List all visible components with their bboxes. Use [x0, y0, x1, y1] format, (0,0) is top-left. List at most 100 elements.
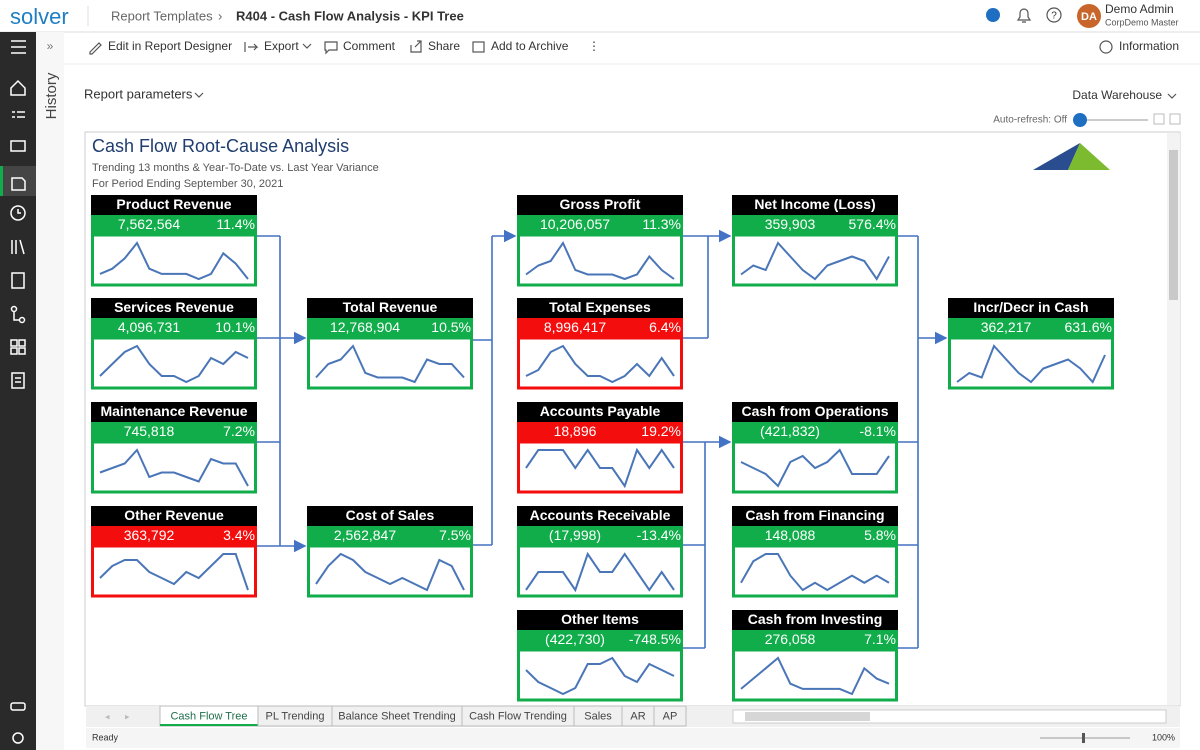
- app-icon[interactable]: [986, 8, 1000, 22]
- sparkline: [99, 241, 249, 281]
- avatar[interactable]: [1077, 4, 1101, 28]
- sparkline: [525, 344, 675, 384]
- node-chart-box: [732, 648, 898, 702]
- node-pct: -13.4%: [637, 527, 681, 543]
- node-value: 12,768,904: [330, 319, 400, 335]
- sparkline: [525, 447, 675, 489]
- node-pct: 7.5%: [439, 527, 471, 543]
- node-title: Cash from Financing: [745, 507, 884, 523]
- toolbar-action[interactable]: Export: [264, 39, 299, 53]
- node-header: [91, 195, 257, 215]
- node-pct: 576.4%: [849, 216, 896, 232]
- kpi-node[interactable]: Other Revenue 363,792 3.4%: [91, 506, 257, 598]
- sparkline: [740, 241, 890, 281]
- history-panel: [36, 32, 64, 750]
- report-parameters[interactable]: Report parameters: [84, 86, 193, 101]
- node-header: [91, 506, 257, 526]
- node-value-row: [948, 318, 1114, 338]
- node-title: Services Revenue: [114, 299, 234, 315]
- zoom-slider[interactable]: [1082, 733, 1085, 743]
- kpi-node[interactable]: Product Revenue 7,562,564 11.4%: [91, 195, 257, 287]
- node-value-row: [732, 526, 898, 546]
- sidebar-icons[interactable]: [10, 40, 26, 744]
- node-pct: 10.1%: [215, 319, 255, 335]
- node-chart-box: [517, 336, 683, 390]
- node-chart-box: [517, 648, 683, 702]
- node-header: [91, 402, 257, 422]
- kpi-node[interactable]: Gross Profit 10,206,057 11.3%: [517, 195, 683, 287]
- kpi-node[interactable]: Total Expenses 8,996,417 6.4%: [517, 298, 683, 390]
- kpi-node[interactable]: Maintenance Revenue 745,818 7.2%: [91, 402, 257, 494]
- node-header: [517, 610, 683, 630]
- node-chart-box: [732, 544, 898, 598]
- kpi-node[interactable]: Accounts Payable 18,896 19.2%: [517, 402, 683, 494]
- toolbar-action[interactable]: Comment: [343, 39, 396, 53]
- kpi-node[interactable]: Accounts Receivable (17,998) -13.4%: [517, 506, 683, 598]
- node-pct: 19.2%: [641, 423, 681, 439]
- info[interactable]: Information: [1119, 39, 1179, 53]
- kpi-node[interactable]: Cost of Sales 2,562,847 7.5%: [307, 506, 473, 598]
- toolbar-action[interactable]: Add to Archive: [491, 39, 569, 53]
- company-logo: [1033, 143, 1110, 170]
- user-name[interactable]: Demo Admin: [1105, 2, 1174, 16]
- node-pct: 5.8%: [864, 527, 896, 543]
- kpi-node[interactable]: Incr/Decr in Cash 362,217 631.6%: [948, 298, 1114, 390]
- node-title: Accounts Receivable: [530, 507, 671, 523]
- kpi-node[interactable]: Other Items (422,730) -748.5%: [517, 610, 683, 702]
- kpi-node[interactable]: Cash from Investing 276,058 7.1%: [732, 610, 898, 702]
- node-value: 4,096,731: [118, 319, 180, 335]
- history-label[interactable]: History: [43, 72, 60, 119]
- sparkline: [315, 552, 465, 592]
- node-chart-box: [948, 336, 1114, 390]
- more[interactable]: ⋮: [588, 39, 600, 53]
- breadcrumb[interactable]: Report Templates: [111, 8, 213, 23]
- node-header: [732, 610, 898, 630]
- sheet-tab-label: AR: [630, 710, 645, 722]
- sheet-tab-label: AP: [663, 710, 678, 722]
- node-value-row: [91, 526, 257, 546]
- node-title: Total Expenses: [549, 299, 651, 315]
- connectors: [257, 229, 948, 649]
- kpi-node[interactable]: Net Income (Loss) 359,903 576.4%: [732, 195, 898, 287]
- kpi-node[interactable]: Cash from Operations (421,832) -8.1%: [732, 402, 898, 494]
- expand[interactable]: »: [47, 39, 54, 53]
- notifications[interactable]: [1016, 8, 1032, 23]
- kpi-node[interactable]: Services Revenue 4,096,731 10.1%: [91, 298, 257, 390]
- sparkline: [315, 344, 465, 384]
- sparkline: [525, 551, 675, 593]
- toolbar-action[interactable]: Edit in Report Designer: [108, 39, 232, 53]
- node-chart-box: [91, 336, 257, 390]
- node-pct: -748.5%: [629, 631, 681, 647]
- node-value-row: [91, 318, 257, 338]
- refresh-slider[interactable]: [1073, 113, 1087, 127]
- help[interactable]: [1046, 7, 1062, 23]
- node-pct: -8.1%: [859, 423, 896, 439]
- node-title: Total Revenue: [343, 299, 438, 315]
- logo[interactable]: solver: [10, 4, 69, 29]
- node-header: [732, 506, 898, 526]
- kpi-node[interactable]: Total Revenue 12,768,904 10.5%: [307, 298, 473, 390]
- node-title: Product Revenue: [116, 196, 231, 212]
- node-pct: 7.2%: [223, 423, 255, 439]
- sparkline: [740, 448, 890, 488]
- sparkline: [956, 344, 1106, 384]
- toolbar-action[interactable]: Share: [428, 39, 460, 53]
- node-header: [517, 506, 683, 526]
- kpi-node[interactable]: Cash from Financing 148,088 5.8%: [732, 506, 898, 598]
- zoom: 100%: [1152, 732, 1175, 742]
- node-title: Accounts Payable: [540, 403, 661, 419]
- node-value-row: [732, 215, 898, 235]
- node-header: [517, 195, 683, 215]
- sheet-tab-label: Cash Flow Trending: [469, 710, 567, 722]
- node-value-row: [517, 630, 683, 650]
- node-value-row: [517, 318, 683, 338]
- data-source[interactable]: Data Warehouse: [1072, 88, 1162, 102]
- report-subtitle: For Period Ending September 30, 2021: [92, 178, 283, 190]
- sparkline: [740, 656, 890, 696]
- sheet-tab[interactable]: [653, 705, 687, 727]
- node-value: 7,562,564: [118, 216, 180, 232]
- sparkline: [99, 344, 249, 384]
- node-header: [732, 195, 898, 215]
- node-value-row: [91, 215, 257, 235]
- node-value-row: [517, 215, 683, 235]
